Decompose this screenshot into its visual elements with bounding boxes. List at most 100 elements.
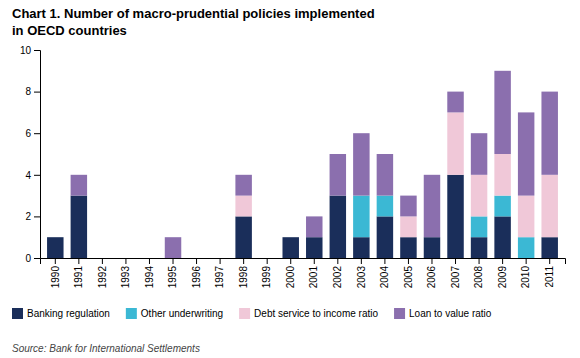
x-tick: 1993: [120, 258, 131, 288]
x-tick-label: 1999: [261, 266, 272, 289]
legend-item: Other underwriting: [126, 308, 223, 319]
bar-segment: [471, 216, 487, 237]
series: [353, 196, 534, 258]
bar-segment: [71, 175, 87, 196]
bar-segment: [494, 71, 510, 154]
x-tick-label: 2002: [332, 266, 343, 289]
bar-segment: [47, 237, 63, 258]
plot: 0246810199019911992199319941995199619971…: [20, 45, 566, 289]
x-tick-label: 2003: [356, 266, 367, 289]
x-tick-mark: [196, 258, 197, 264]
x-tick-label: 1992: [97, 266, 108, 289]
bars: [47, 71, 558, 258]
legend: Banking regulation Other underwriting Debt…: [12, 308, 492, 319]
bar-segment: [447, 175, 463, 258]
x-tick-mark: [502, 258, 503, 264]
bar-segment: [518, 237, 534, 258]
x-axis-line: [41, 259, 566, 265]
x-tick-label: 2005: [403, 266, 414, 289]
bar-segment: [471, 133, 487, 175]
chart: Chart 1. Number of macro-prudential poli…: [0, 0, 580, 358]
bar-segment: [282, 237, 298, 258]
x-tick: 2011: [544, 258, 555, 288]
x-tick: 2006: [426, 258, 437, 288]
x-tick: 2010: [520, 258, 531, 288]
legend-label: Loan to value ratio: [409, 308, 492, 319]
bar-segment: [165, 237, 181, 258]
x-tick-mark: [431, 258, 432, 264]
y-tick-mark: [34, 50, 40, 51]
y-tick-label: 0: [25, 253, 31, 264]
x-tick-mark: [78, 258, 79, 264]
bar-segment: [353, 196, 369, 238]
bar-segment: [141, 258, 157, 259]
x-tick-label: 2007: [450, 266, 461, 289]
x-tick: 2009: [497, 258, 508, 288]
x-tick-mark: [125, 258, 126, 264]
bar-segment: [494, 196, 510, 217]
bar-segment: [424, 237, 440, 258]
y-tick: 2: [25, 211, 40, 222]
x-tick-mark: [361, 258, 362, 264]
x-tick-label: 1998: [238, 266, 249, 289]
bar-segment: [447, 112, 463, 174]
bar-segment: [518, 112, 534, 195]
bar-segment: [377, 154, 393, 196]
bar-segment: [518, 196, 534, 238]
bar-segment: [188, 258, 204, 259]
y-tick: 6: [25, 128, 40, 139]
x-tick-label: 2001: [308, 266, 319, 289]
bar-segment: [330, 154, 346, 196]
x-tick: 2001: [308, 258, 319, 288]
legend-item: Loan to value ratio: [394, 308, 492, 319]
legend-swatch: [394, 308, 405, 319]
bar-segment: [282, 237, 298, 238]
bar-segment: [47, 237, 63, 238]
x-tick: 2003: [356, 258, 367, 288]
legend-item: Banking regulation: [12, 308, 110, 319]
source: Source: Bank for International Settlemen…: [12, 343, 200, 354]
bar-segment: [259, 258, 275, 259]
x-tick: 1999: [261, 258, 272, 288]
y-tick: 10: [20, 45, 40, 56]
x-tick-label: 1996: [191, 266, 202, 289]
x-tick-label: 1994: [144, 266, 155, 289]
bar-segment: [330, 196, 346, 258]
bar-segment: [282, 237, 298, 238]
x-tick: 1995: [167, 258, 178, 288]
x-axis: 1990199119921993199419951996199719981999…: [41, 258, 566, 288]
x-tick-mark: [408, 258, 409, 264]
x-tick-mark: [267, 258, 268, 264]
bar-segment: [400, 216, 416, 237]
x-tick-mark: [337, 258, 338, 264]
y-tick-mark: [34, 216, 40, 217]
y-tick: 0: [25, 253, 40, 264]
x-tick-label: 2000: [285, 266, 296, 289]
bar-segment: [494, 154, 510, 196]
x-tick: 1994: [144, 258, 155, 288]
bar-segment: [47, 237, 63, 238]
y-tick-label: 8: [25, 86, 31, 97]
x-tick: 1992: [97, 258, 108, 288]
x-tick-label: 1990: [50, 266, 61, 289]
y-tick-mark: [34, 258, 40, 259]
bar-segment: [259, 258, 275, 259]
x-tick: 1998: [238, 258, 249, 288]
series: [47, 175, 558, 258]
bar-segment: [94, 258, 110, 259]
y-tick-mark: [34, 175, 40, 176]
y-tick-label: 4: [25, 170, 31, 181]
bar-segment: [235, 216, 251, 258]
x-tick-label: 2006: [426, 266, 437, 289]
y-tick-mark: [34, 92, 40, 93]
x-tick-label: 1997: [214, 266, 225, 289]
legend-label: Debt service to income ratio: [254, 308, 378, 319]
legend-swatch: [126, 308, 137, 319]
bar-segment: [494, 216, 510, 258]
legend-item: Debt service to income ratio: [239, 308, 378, 319]
legend-swatch: [239, 308, 250, 319]
bar-segment: [212, 258, 228, 259]
y-axis-line: [34, 51, 41, 259]
bar-segment: [377, 196, 393, 217]
bar-segment: [188, 258, 204, 259]
